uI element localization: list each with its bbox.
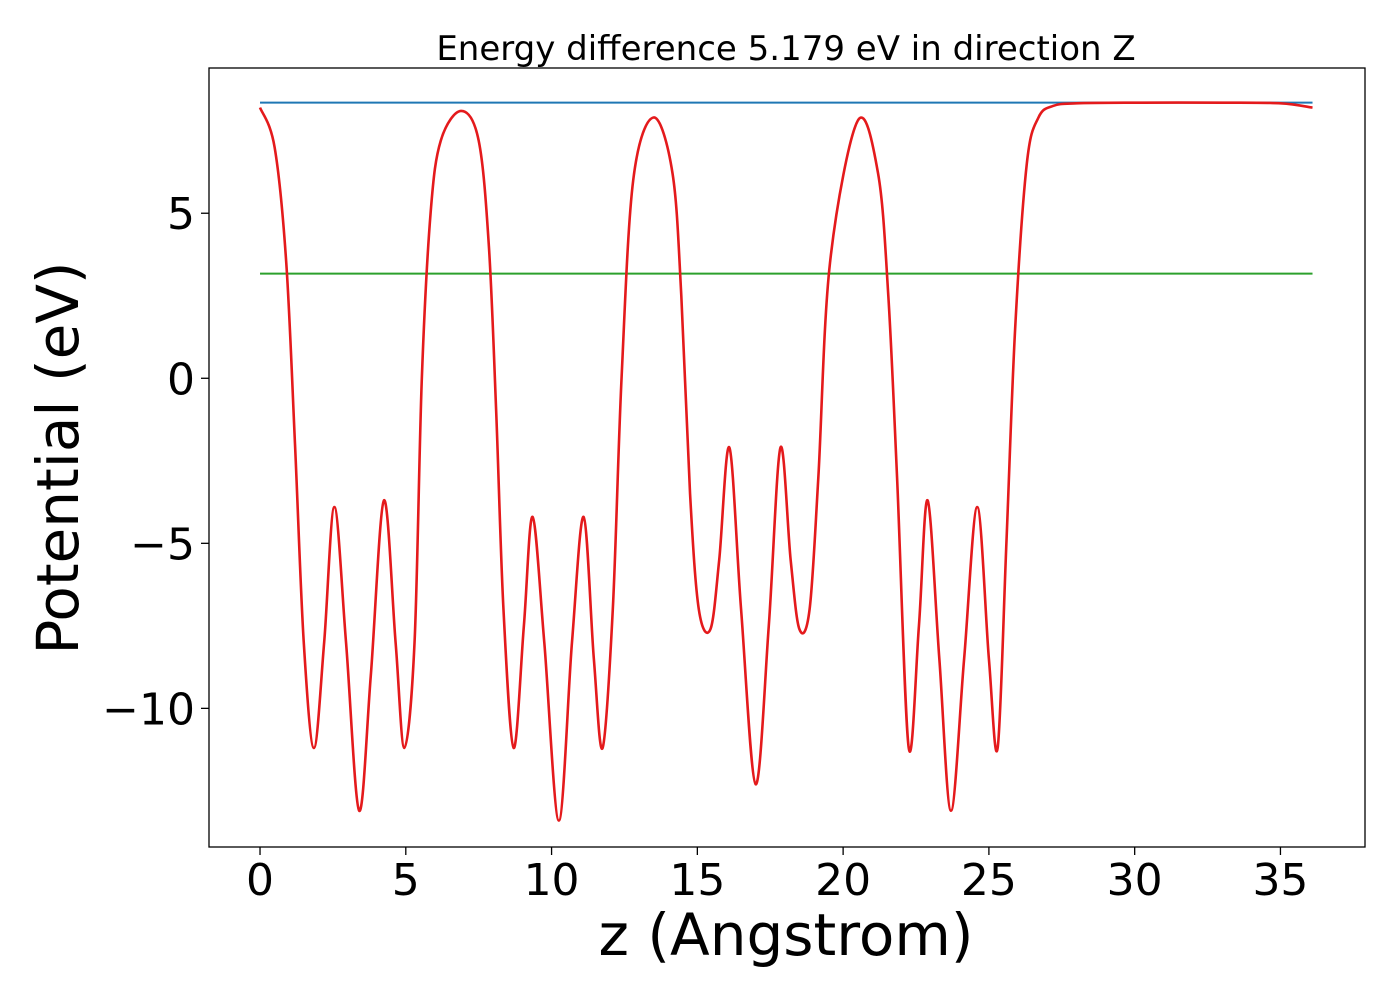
x-tick-label: 0 bbox=[246, 855, 274, 906]
chart-title: Energy difference 5.179 eV in direction … bbox=[436, 29, 1135, 69]
plot-frame bbox=[208, 67, 1366, 848]
x-tick-label: 15 bbox=[669, 855, 725, 906]
x-tick-label: 10 bbox=[524, 855, 580, 906]
y-tick-label: −5 bbox=[130, 519, 195, 570]
x-tick-label: 25 bbox=[961, 855, 1017, 906]
y-axis-label: Potential (eV) bbox=[24, 261, 92, 654]
potential-curve bbox=[258, 101, 1313, 822]
y-axis: 5 0 −5 −10 bbox=[102, 189, 209, 735]
y-tick-label: −10 bbox=[102, 684, 195, 735]
y-tick-label: 0 bbox=[167, 354, 195, 405]
x-tick-label: 35 bbox=[1252, 855, 1308, 906]
x-axis: 0 5 10 15 20 25 30 35 bbox=[246, 847, 1308, 906]
x-axis-label: z (Angstrom) bbox=[599, 901, 974, 969]
x-tick-label: 5 bbox=[392, 855, 420, 906]
y-tick-label: 5 bbox=[167, 189, 195, 240]
x-tick-label: 20 bbox=[815, 855, 871, 906]
x-tick-label: 30 bbox=[1107, 855, 1163, 906]
